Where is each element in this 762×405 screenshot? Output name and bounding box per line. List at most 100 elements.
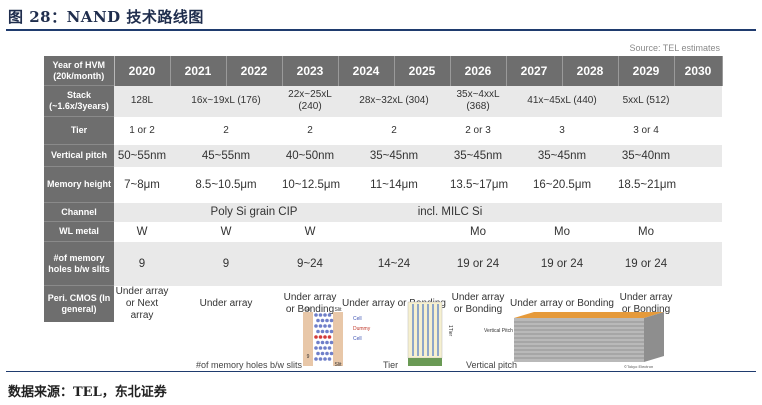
year-2020: 2020 <box>114 56 171 86</box>
year-2026: 2026 <box>450 56 507 86</box>
stack-2020: 128L <box>114 85 170 117</box>
row-label-memory-height: Memory height <box>44 166 114 203</box>
year-header-label: Year of HVM (20k/month) <box>44 56 115 86</box>
height-2026: 13.5~17μm <box>450 166 508 203</box>
memory-hole <box>325 340 329 345</box>
memory-hole <box>318 313 323 317</box>
tier-channel-line <box>432 304 434 356</box>
slit-label-top-left: Slit <box>305 307 313 313</box>
wl-metal-row: WL metal W W W Mo Mo Mo <box>44 221 722 242</box>
memory-hole-grid <box>314 313 334 361</box>
height-2023: 10~12.5μm <box>282 166 340 203</box>
slit-bar-left <box>303 312 313 366</box>
memory-hole <box>314 346 318 350</box>
memory-hole <box>323 313 327 317</box>
year-header-row: Year of HVM (20k/month) 2020 2021 2022 2… <box>44 56 723 86</box>
channel-2024-2025: incl. MILC Si <box>394 202 506 222</box>
year-2024: 2024 <box>338 56 395 86</box>
memory-hole <box>329 318 334 323</box>
memory-hole <box>329 329 334 334</box>
height-2030 <box>674 166 722 203</box>
wl-2020: W <box>114 221 170 242</box>
tier-2024-2025: 2 <box>338 116 450 145</box>
memory-holes-illustration: Slit Slit Cell Dummy Cell 9 Slit <box>303 307 371 368</box>
height-2020: 7~8μm <box>114 166 170 203</box>
memory-hole <box>314 324 318 328</box>
year-2028: 2028 <box>562 56 619 86</box>
holes-caption: #of memory holes b/w slits <box>196 360 303 370</box>
row-label-memory-holes: #of memory holes b/w slits <box>44 241 114 286</box>
height-2021-2022: 8.5~10.5μm <box>170 166 282 203</box>
holes-2027-2028: 19 or 24 <box>506 241 618 286</box>
stack-row: Stack (~1.6x/3years) 128L 16x~19xL (176)… <box>44 85 722 117</box>
memory-hole <box>314 313 318 317</box>
tel-credit: ©Tokyo Electron <box>624 364 653 369</box>
hole-count-label: 9 <box>307 354 310 360</box>
slit-bar-right <box>333 312 343 366</box>
slit-label-bottom: Slit <box>335 362 343 368</box>
memory-hole <box>327 346 332 350</box>
stack-2030 <box>674 85 722 117</box>
cmos-2026: Under array or Bonding <box>450 285 506 322</box>
stack-2024-2025: 28x~32xL (304) <box>338 85 450 117</box>
tier-channel-line <box>417 304 419 356</box>
tier-side-label: 1Tier <box>447 325 453 337</box>
holes-2024-2025: 14~24 <box>338 241 450 286</box>
row-label-wl-metal: WL metal <box>44 221 114 242</box>
memory-holes-row: #of memory holes b/w slits 9 9 9~24 14~2… <box>44 241 722 286</box>
memory-hole <box>320 340 325 345</box>
channel-row: Channel Poly Si grain CIP incl. MILC Si <box>44 202 722 222</box>
year-2025: 2025 <box>394 56 451 86</box>
memory-hole <box>325 318 329 323</box>
memory-hole <box>314 357 318 361</box>
memory-hole <box>323 324 327 328</box>
tier-caption: Tier <box>383 360 399 370</box>
memory-hole <box>316 318 320 323</box>
year-2027: 2027 <box>506 56 563 86</box>
tier-2027-2028: 3 <box>506 116 618 145</box>
pitch-2027-2028: 35~45nm <box>506 144 618 167</box>
row-label-vertical-pitch: Vertical pitch <box>44 144 114 167</box>
memory-hole <box>318 324 323 328</box>
holes-2020: 9 <box>114 241 170 286</box>
pitch-2029: 35~40nm <box>618 144 674 167</box>
memory-hole <box>320 329 325 334</box>
pitch-side-face <box>644 312 664 362</box>
wl-2023: W <box>282 221 338 242</box>
memory-hole <box>316 351 320 356</box>
year-2021: 2021 <box>170 56 227 86</box>
pitch-2026: 35~45nm <box>450 144 506 167</box>
cell-label-bottom: Cell <box>353 336 362 342</box>
stack-2029: 5xxL (512) <box>618 85 674 117</box>
figure-title: 图 28：NAND 技术路线图 <box>8 8 204 26</box>
height-2027-2028: 16~20.5μm <box>506 166 618 203</box>
pitch-side-label: Vertical Pitch <box>484 328 513 334</box>
memory-hole <box>314 335 318 339</box>
wl-2027-2028: Mo <box>506 221 618 242</box>
holes-2023: 9~24 <box>282 241 338 286</box>
memory-hole <box>327 335 332 339</box>
tier-base <box>408 358 442 366</box>
tier-channel-line <box>437 304 439 356</box>
stack-2021-2022: 16x~19xL (176) <box>170 85 282 117</box>
row-label-stack: Stack (~1.6x/3years) <box>44 85 114 117</box>
height-2029: 18.5~21μm <box>618 166 676 203</box>
tier-2029: 3 or 4 <box>618 116 674 145</box>
tier-2030 <box>674 116 722 145</box>
memory-hole <box>327 324 332 328</box>
memory-hole <box>323 346 327 350</box>
pitch-layer-lines <box>514 321 644 359</box>
memory-hole <box>327 313 332 317</box>
memory-hole <box>316 329 320 334</box>
wl-2030 <box>674 221 722 242</box>
stack-2026: 35x~4xxL (368) <box>450 85 506 117</box>
memory-hole <box>320 318 325 323</box>
source-note: Source: TEL estimates <box>629 43 720 53</box>
tier-illustration: 1Tier <box>407 301 453 366</box>
nand-roadmap-table: Year of HVM (20k/month) 2020 2021 2022 2… <box>44 56 723 322</box>
wl-2026: Mo <box>450 221 506 242</box>
vertical-pitch-illustration: Vertical Pitch ©Tokyo Electron <box>484 312 664 369</box>
tier-channel-line <box>412 304 414 356</box>
memory-hole <box>318 335 323 339</box>
stack-2023: 22x~25xL (240) <box>282 85 338 117</box>
